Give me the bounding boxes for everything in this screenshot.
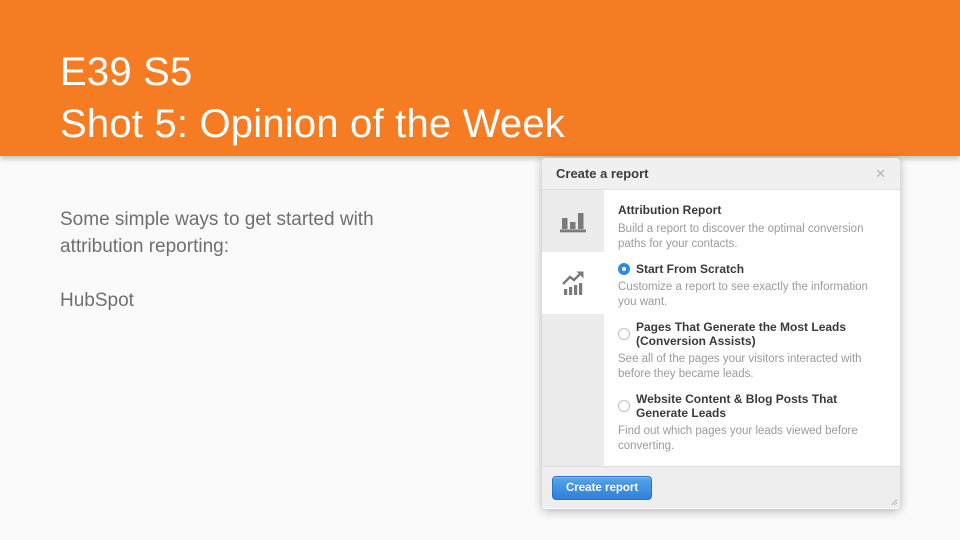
report-type-description: Build a report to discover the optimal c… [618, 223, 864, 250]
option-description: Customize a report to see exactly the in… [618, 281, 868, 308]
dialog-body: Attribution Report Build a report to dis… [542, 190, 900, 466]
option-row-website-content[interactable]: Website Content & Blog Posts That Genera… [618, 392, 886, 420]
trend-chart-icon [562, 271, 584, 295]
page-title: Shot 5: Opinion of the Week [60, 102, 565, 146]
option-row-pages-most-leads[interactable]: Pages That Generate the Most Leads (Conv… [618, 320, 886, 348]
report-type-sidebar [542, 190, 604, 466]
option-row-start-from-scratch[interactable]: Start From Scratch [618, 262, 886, 276]
dialog-title: Create a report [556, 166, 649, 181]
sidebar-item-trend-chart[interactable] [542, 252, 604, 314]
slide-header-band: E39 S5 Shot 5: Opinion of the Week [0, 0, 960, 156]
option-description: See all of the pages your visitors inter… [618, 353, 862, 380]
report-type-panel: Attribution Report Build a report to dis… [604, 190, 900, 466]
radio-button[interactable] [618, 328, 630, 340]
create-report-dialog: Create a report ✕ [542, 158, 900, 509]
slide-source-label: HubSpot [60, 290, 134, 311]
report-type-heading: Attribution Report [618, 203, 722, 217]
create-report-button[interactable]: Create report [552, 475, 653, 500]
resize-grip-icon[interactable] [890, 498, 897, 505]
slide-title-block: E39 S5 Shot 5: Opinion of the Week [0, 0, 960, 150]
sidebar-item-bar-chart[interactable] [542, 190, 604, 252]
option-label: Website Content & Blog Posts That Genera… [636, 392, 838, 420]
option-label: Start From Scratch [636, 262, 745, 276]
option-description: Find out which pages your leads viewed b… [618, 425, 858, 452]
radio-button[interactable] [618, 263, 630, 275]
close-icon[interactable]: ✕ [875, 166, 886, 181]
bar-chart-icon [560, 213, 586, 233]
dialog-titlebar: Create a report ✕ [542, 158, 900, 190]
option-label: Pages That Generate the Most Leads (Conv… [636, 320, 847, 348]
dialog-footer: Create report [542, 466, 900, 508]
radio-button[interactable] [618, 400, 630, 412]
slide-body-paragraph: Some simple ways to get started with att… [60, 209, 374, 257]
slide-kicker: E39 S5 [60, 50, 193, 94]
slide-body-text: Some simple ways to get started with att… [60, 206, 420, 314]
